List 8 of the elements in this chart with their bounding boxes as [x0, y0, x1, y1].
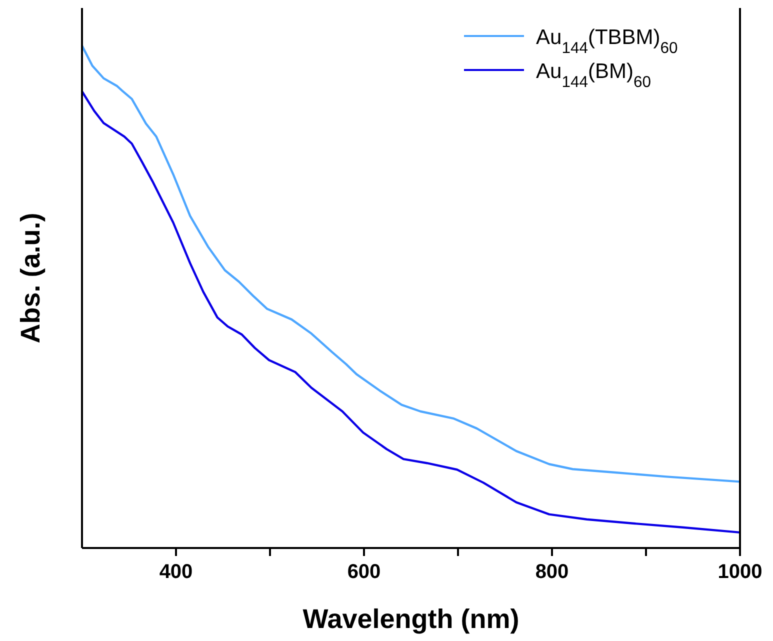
x-tick-label: 1000 — [718, 561, 762, 584]
x-tick-label: 600 — [347, 561, 381, 584]
x-axis-title: Wavelength (nm) — [302, 604, 520, 634]
y-axis-title: Abs. (a.u.) — [16, 212, 46, 344]
x-tick-label: 400 — [159, 561, 193, 584]
x-tick-label: 800 — [535, 561, 569, 584]
legend-label: Au$_{144}$(TBBM)$_{60}$ — [536, 26, 678, 56]
legend-label: Au$_{144}$(BM)$_{60}$ — [536, 60, 652, 90]
